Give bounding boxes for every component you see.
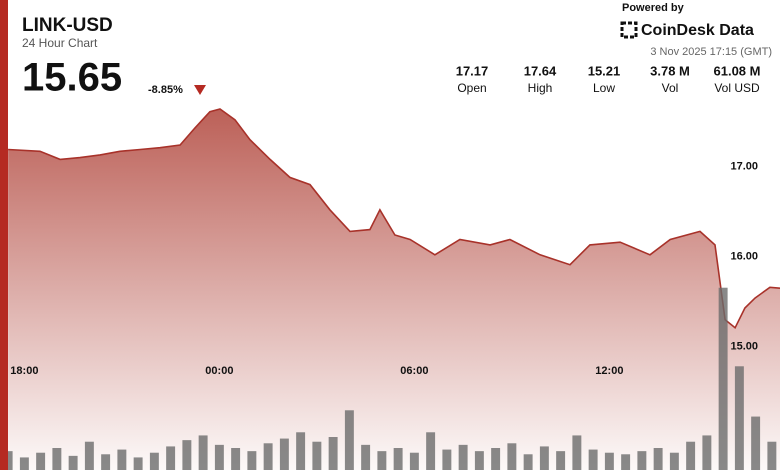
volume-bar — [149, 452, 159, 470]
volume-bar — [393, 448, 403, 470]
timestamp: 3 Nov 2025 17:15 (GMT) — [650, 46, 772, 58]
price: 15.65 — [22, 56, 122, 100]
volume-bar — [247, 451, 257, 470]
volume-bar — [198, 435, 208, 470]
subtitle: 24 Hour Chart — [22, 36, 98, 50]
stat-label: Vol USD — [714, 81, 760, 95]
volume-bar — [263, 443, 273, 470]
stat-value: 3.78 M — [650, 63, 690, 78]
stats: 17.17 Open 17.64 High 15.21 Low 3.78 M Vol 61.08… — [456, 63, 761, 95]
volume-bar — [491, 448, 501, 470]
title: LINK-USD — [22, 15, 113, 36]
volume-bar — [231, 448, 241, 470]
volume-bar — [19, 457, 29, 470]
volume-bar — [133, 457, 143, 470]
stat-label: Low — [593, 81, 615, 95]
volume-bar — [702, 435, 712, 470]
volume-bar — [409, 452, 419, 470]
stat-value: 15.21 — [588, 63, 621, 78]
volume-bar — [101, 454, 111, 470]
volume-bar — [328, 437, 338, 470]
down-arrow — [194, 85, 206, 95]
y-tick-label: 15.00 — [730, 341, 758, 353]
stat-value: 17.17 — [456, 63, 489, 78]
volume-bar — [36, 452, 46, 470]
volume-bar — [734, 366, 744, 470]
volume-bar — [458, 444, 468, 470]
volume-bar — [312, 441, 322, 470]
volume-bar — [344, 410, 354, 470]
stat-value: 17.64 — [524, 63, 557, 78]
volume-bar — [637, 451, 647, 470]
volume-bar — [523, 454, 533, 470]
x-tick-label: 12:00 — [595, 365, 623, 377]
accent-bar — [0, 0, 8, 470]
volume-bar — [686, 441, 696, 470]
volume-bar — [84, 441, 94, 470]
volume-bar — [296, 432, 306, 470]
price-area — [8, 109, 780, 470]
volume-bar — [653, 448, 663, 470]
volume-bar — [588, 449, 598, 470]
x-tick-label: 06:00 — [400, 365, 428, 377]
x-tick-label: 18:00 — [10, 365, 38, 377]
brand: CoinDesk Data — [641, 22, 754, 39]
change: -8.85% — [148, 84, 183, 96]
volume-bar — [507, 443, 517, 470]
volume-bar — [3, 451, 13, 470]
y-tick-label: 16.00 — [730, 251, 758, 263]
volume-bar — [539, 446, 549, 470]
x-tick-label: 00:00 — [205, 365, 233, 377]
volume-bar — [604, 452, 614, 470]
stat-label: Vol — [662, 81, 679, 95]
volume-bar — [361, 444, 371, 470]
volume-bar — [214, 444, 224, 470]
volume-bar — [426, 432, 436, 470]
volume-bar — [572, 435, 582, 470]
stat-label: Open — [457, 81, 486, 95]
volume-bar — [52, 448, 62, 470]
volume-bar — [442, 449, 452, 470]
volume-bar — [117, 449, 127, 470]
volume-bar — [556, 451, 566, 470]
y-tick-label: 17.00 — [730, 161, 758, 173]
volume-bar — [718, 287, 728, 470]
volume-bar — [621, 454, 631, 470]
powered-by: Powered by — [622, 2, 685, 14]
volume-bar — [68, 455, 78, 470]
stat-label: High — [528, 81, 553, 95]
volume-bar — [279, 438, 289, 470]
volume-bar — [377, 451, 387, 470]
volume-bar — [767, 441, 777, 470]
stat-value: 61.08 M — [714, 63, 761, 78]
volume-bar — [751, 416, 761, 470]
volume-bar — [669, 452, 679, 470]
volume-bar — [166, 446, 176, 470]
plot-area — [3, 108, 780, 470]
volume-bar — [182, 440, 192, 470]
brand-logo: CoinDesk Data — [620, 21, 754, 39]
volume-bar — [474, 451, 484, 470]
price-line — [8, 108, 780, 330]
